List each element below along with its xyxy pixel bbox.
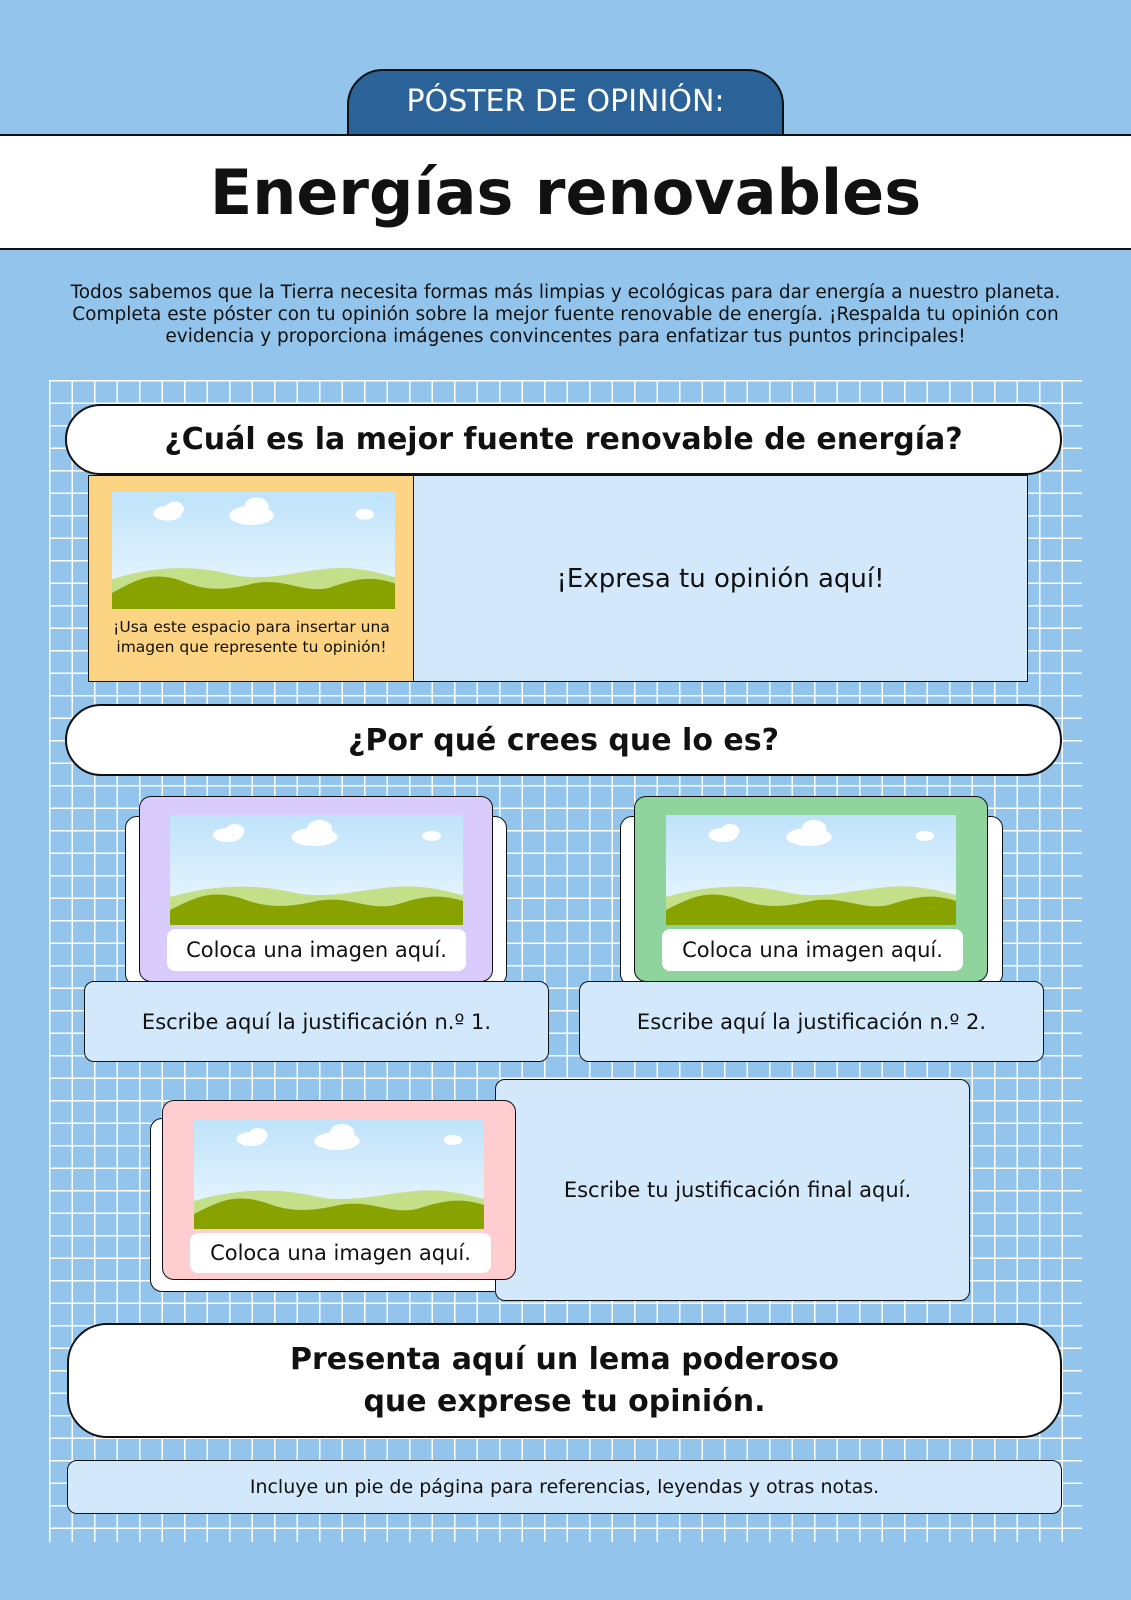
header-label: PÓSTER DE OPINIÓN:	[347, 69, 784, 139]
justification-final: Escribe tu justificación final aquí.	[495, 1079, 970, 1301]
image-label: Coloca una imagen aquí.	[662, 929, 963, 971]
justification-1: Escribe aquí la justificación n.º 1.	[84, 981, 549, 1062]
header-title: Energías renovables	[0, 134, 1131, 250]
footer: Incluye un pie de página para referencia…	[67, 1460, 1062, 1514]
image-placeholder	[112, 492, 395, 609]
image-placeholder	[170, 815, 463, 925]
question-1: ¿Cuál es la mejor fuente renovable de en…	[65, 404, 1062, 475]
image-placeholder	[194, 1119, 484, 1229]
justification-2: Escribe aquí la justificación n.º 2.	[579, 981, 1044, 1062]
slogan: Presenta aquí un lema poderoso que expre…	[67, 1323, 1062, 1438]
card-1: Coloca una imagen aquí.	[139, 796, 493, 982]
slogan-line: que exprese tu opinión.	[363, 1383, 766, 1419]
image-caption: ¡Usa este espacio para insertar una imag…	[113, 618, 390, 656]
intro: Todos sabemos que la Tierra necesita for…	[70, 282, 1061, 347]
slogan-line: Presenta aquí un lema poderoso	[289, 1341, 840, 1377]
question-2: ¿Por qué crees que lo es?	[65, 704, 1062, 776]
image-box: ¡Usa este espacio para insertar una imag…	[88, 475, 414, 682]
landscape	[170, 815, 463, 925]
image-placeholder	[666, 815, 956, 925]
card-2: Coloca una imagen aquí.	[634, 796, 988, 982]
image-label: Coloca una imagen aquí.	[167, 929, 466, 971]
landscape	[194, 1119, 484, 1229]
landscape	[112, 492, 395, 609]
image-label: Coloca una imagen aquí.	[190, 1233, 491, 1273]
opinion-box: ¡Expresa tu opinión aquí!	[413, 475, 1028, 682]
landscape	[666, 815, 956, 925]
card-3: Coloca una imagen aquí.	[162, 1100, 516, 1280]
